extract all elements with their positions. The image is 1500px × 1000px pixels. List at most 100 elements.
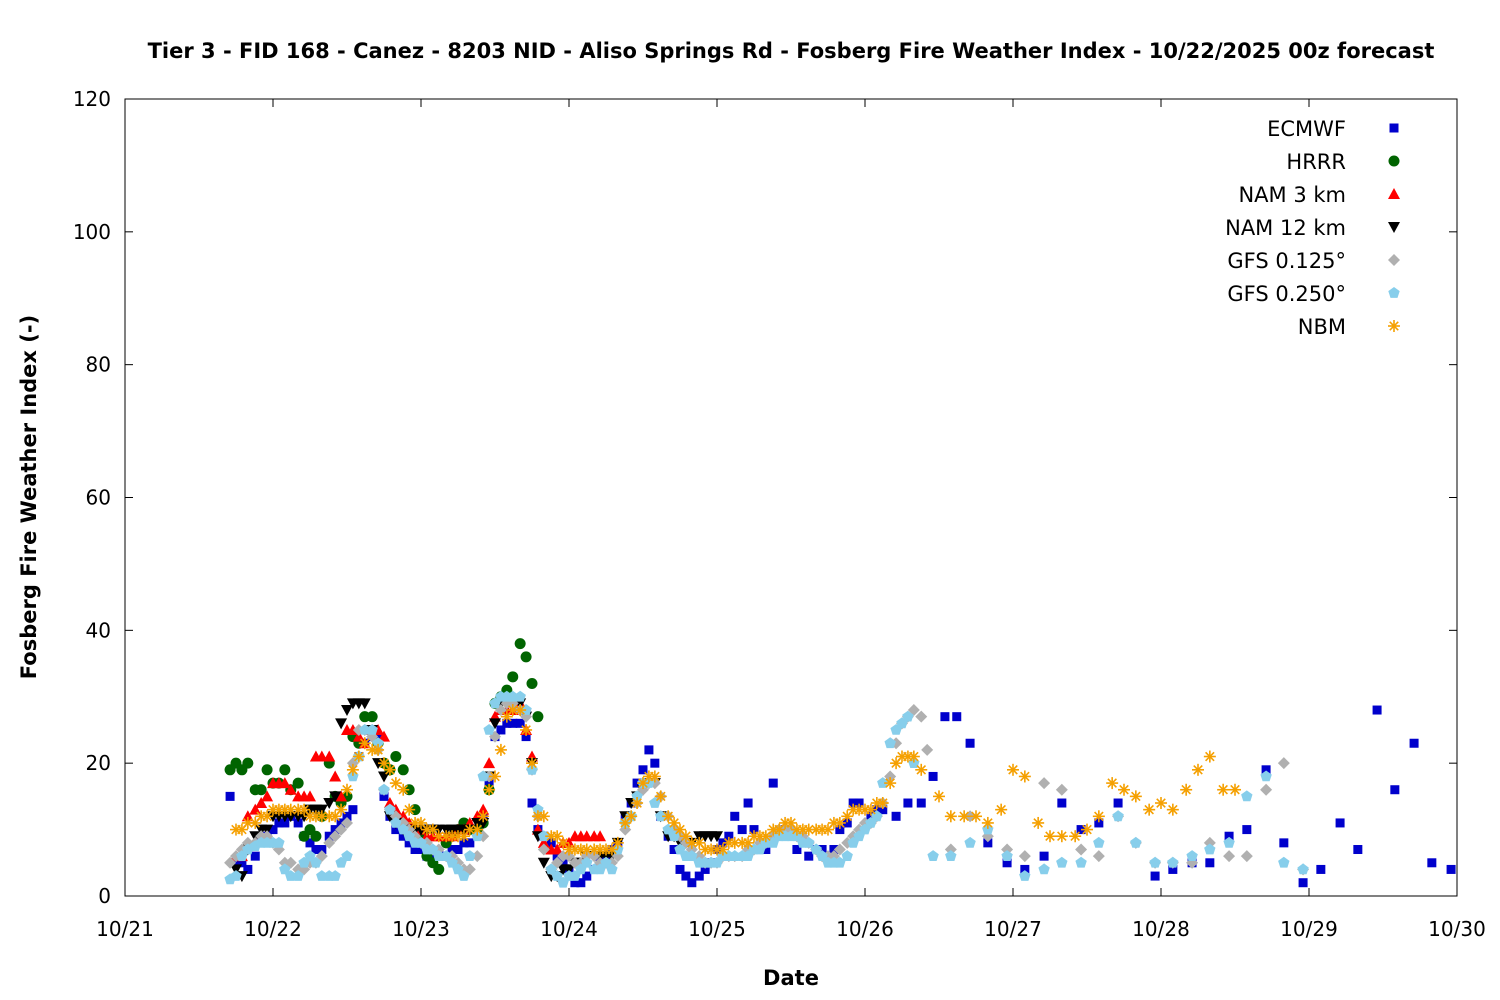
data-point bbox=[453, 845, 463, 855]
data-point bbox=[940, 712, 950, 722]
data-point bbox=[341, 705, 353, 717]
data-point bbox=[833, 843, 846, 856]
data-point bbox=[526, 677, 538, 689]
data-point bbox=[964, 836, 976, 848]
data-point bbox=[841, 850, 853, 861]
data-point bbox=[921, 743, 934, 756]
data-point bbox=[884, 777, 897, 790]
data-point bbox=[650, 758, 660, 768]
data-point bbox=[274, 818, 284, 828]
data-point bbox=[981, 816, 994, 829]
data-point bbox=[648, 770, 661, 783]
data-point bbox=[631, 797, 644, 810]
data-point bbox=[834, 856, 846, 868]
data-point bbox=[1446, 864, 1456, 874]
data-point bbox=[1018, 770, 1031, 783]
data-point bbox=[1217, 783, 1230, 796]
data-point bbox=[1038, 777, 1051, 790]
data-point bbox=[494, 743, 507, 756]
data-point bbox=[1106, 777, 1119, 790]
data-point bbox=[1092, 810, 1105, 823]
data-point bbox=[877, 777, 889, 788]
data-point bbox=[1075, 856, 1087, 868]
data-point bbox=[1167, 856, 1179, 868]
data-point bbox=[242, 757, 254, 769]
data-point bbox=[1298, 878, 1308, 888]
data-point bbox=[1069, 830, 1082, 843]
data-point bbox=[600, 856, 612, 868]
data-point bbox=[352, 730, 365, 742]
data-point bbox=[1372, 705, 1382, 715]
data-point bbox=[243, 864, 253, 874]
data-point bbox=[323, 798, 336, 810]
x-tick-label: 10/25 bbox=[688, 917, 746, 941]
y-tick-label: 80 bbox=[86, 353, 111, 377]
data-point bbox=[1427, 858, 1437, 868]
y-tick-label: 0 bbox=[98, 884, 111, 908]
legend-label: NAM 3 km bbox=[1238, 183, 1346, 207]
data-point bbox=[983, 838, 993, 848]
data-point bbox=[383, 797, 396, 809]
data-point bbox=[465, 838, 475, 848]
data-point bbox=[711, 831, 723, 843]
data-point bbox=[527, 798, 537, 808]
data-point bbox=[433, 863, 445, 875]
data-point bbox=[341, 850, 353, 861]
data-point bbox=[576, 878, 586, 888]
data-point bbox=[674, 843, 686, 855]
data-point bbox=[1278, 856, 1290, 868]
data-point bbox=[816, 850, 828, 861]
data-point bbox=[638, 765, 648, 775]
data-point bbox=[1205, 858, 1215, 868]
data-point bbox=[1118, 783, 1130, 796]
data-point bbox=[1038, 863, 1050, 875]
data-point bbox=[404, 838, 414, 848]
data-point bbox=[1112, 810, 1124, 822]
data-point bbox=[1224, 831, 1234, 841]
data-point bbox=[315, 810, 328, 823]
data-point bbox=[315, 804, 328, 816]
data-point bbox=[278, 777, 291, 789]
data-point bbox=[346, 763, 359, 776]
data-point bbox=[1075, 843, 1088, 856]
data-point bbox=[458, 870, 470, 881]
data-point bbox=[792, 845, 802, 855]
x-tick-label: 10/21 bbox=[96, 917, 154, 941]
data-point bbox=[500, 710, 513, 723]
data-point bbox=[654, 790, 667, 803]
data-point bbox=[1002, 858, 1012, 868]
data-point bbox=[507, 690, 519, 702]
data-point bbox=[891, 811, 901, 821]
data-point bbox=[1020, 864, 1030, 874]
data-point bbox=[526, 757, 538, 770]
data-point bbox=[432, 830, 445, 843]
y-tick-label: 120 bbox=[73, 87, 111, 111]
data-point bbox=[532, 711, 544, 723]
data-point bbox=[933, 790, 945, 803]
data-point bbox=[378, 730, 390, 742]
data-point bbox=[803, 836, 815, 848]
data-point bbox=[378, 783, 390, 795]
data-point bbox=[907, 750, 920, 763]
data-point bbox=[323, 750, 336, 762]
data-point bbox=[279, 863, 291, 875]
data-point bbox=[329, 830, 342, 843]
data-point bbox=[241, 810, 254, 822]
data-point bbox=[384, 803, 396, 815]
x-tick-label: 10/30 bbox=[1428, 917, 1486, 941]
data-point bbox=[463, 823, 476, 836]
data-point bbox=[348, 805, 358, 815]
data-point bbox=[1092, 850, 1105, 863]
data-point bbox=[890, 757, 903, 770]
data-point bbox=[230, 864, 242, 876]
x-tick-label: 10/26 bbox=[836, 917, 894, 941]
data-point bbox=[724, 831, 734, 841]
data-point bbox=[944, 810, 957, 823]
data-point bbox=[279, 764, 291, 776]
data-point bbox=[1260, 770, 1272, 782]
plot-frame bbox=[124, 98, 1458, 897]
data-point bbox=[952, 712, 962, 722]
data-point bbox=[426, 823, 439, 836]
data-point bbox=[743, 798, 753, 808]
data-point bbox=[1001, 850, 1013, 861]
